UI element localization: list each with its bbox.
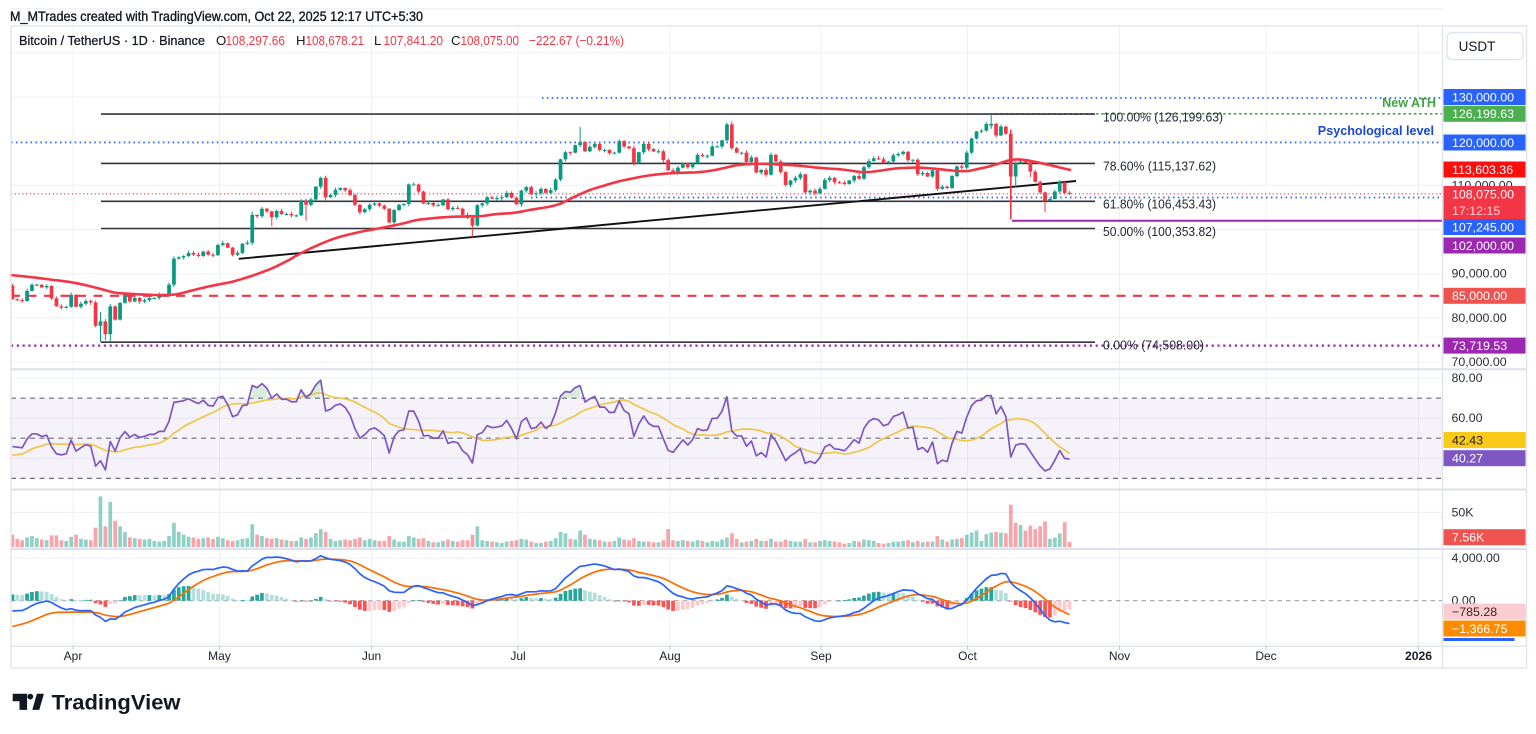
svg-text:108,678.21: 108,678.21	[306, 33, 365, 48]
svg-text:60.00: 60.00	[1452, 411, 1483, 425]
svg-text:42.43: 42.43	[1452, 433, 1483, 447]
svg-text:Oct: Oct	[958, 649, 977, 663]
svg-text:Jun: Jun	[362, 649, 381, 663]
svg-text:80,000.00: 80,000.00	[1452, 311, 1507, 325]
svg-text:4,000.00: 4,000.00	[1452, 551, 1500, 565]
svg-text:100.00% (126,199.63): 100.00% (126,199.63)	[1103, 109, 1223, 124]
svg-text:TradingView: TradingView	[52, 690, 181, 714]
svg-text:90,000.00: 90,000.00	[1452, 267, 1507, 281]
svg-text:50.00% (100,353.82): 50.00% (100,353.82)	[1103, 224, 1216, 239]
svg-text:113,603.36: 113,603.36	[1452, 163, 1513, 177]
svg-text:L: L	[374, 33, 381, 48]
svg-text:17:12:15: 17:12:15	[1452, 204, 1500, 218]
svg-text:Nov: Nov	[1109, 649, 1130, 663]
svg-text:120,000.00: 120,000.00	[1452, 136, 1514, 150]
svg-text:H: H	[296, 33, 306, 48]
svg-text:Sep: Sep	[810, 649, 832, 663]
svg-text:40.27: 40.27	[1452, 452, 1483, 466]
svg-text:126,199.63: 126,199.63	[1452, 107, 1514, 121]
svg-text:May: May	[208, 649, 231, 663]
svg-text:Psychological level: Psychological level	[1318, 124, 1434, 138]
svg-text:102,000.00: 102,000.00	[1452, 239, 1514, 253]
svg-text:O: O	[216, 33, 226, 48]
svg-text:73,719.53: 73,719.53	[1452, 339, 1507, 353]
svg-text:C: C	[451, 33, 461, 48]
svg-text:108,075.00: 108,075.00	[1452, 188, 1514, 202]
svg-text:2026: 2026	[1405, 649, 1432, 663]
svg-text:108,297.66: 108,297.66	[226, 33, 286, 48]
svg-text:−1,366.75: −1,366.75	[1452, 622, 1508, 636]
svg-text:Aug: Aug	[659, 649, 680, 663]
svg-text:−222.67 (−0.21%): −222.67 (−0.21%)	[529, 33, 624, 48]
svg-text:Bitcoin / TetherUS · 1D · Bina: Bitcoin / TetherUS · 1D · Binance	[19, 33, 205, 48]
svg-text:50K: 50K	[1452, 506, 1475, 520]
svg-text:Dec: Dec	[1255, 649, 1276, 663]
svg-text:107,841.20: 107,841.20	[384, 33, 444, 48]
svg-text:61.80% (106,453.43): 61.80% (106,453.43)	[1103, 197, 1216, 212]
svg-text:85,000.00: 85,000.00	[1452, 289, 1507, 303]
svg-text:−785.28: −785.28	[1452, 605, 1497, 619]
svg-text:New ATH: New ATH	[1382, 96, 1436, 110]
svg-text:USDT: USDT	[1459, 39, 1496, 54]
svg-text:80.00: 80.00	[1452, 371, 1483, 385]
svg-text:7.56K: 7.56K	[1452, 531, 1485, 545]
svg-text:78.60% (115,137.62): 78.60% (115,137.62)	[1103, 159, 1216, 174]
svg-text:108,075.00: 108,075.00	[461, 33, 520, 48]
svg-text:107,245.00: 107,245.00	[1452, 220, 1514, 234]
svg-text:70,000.00: 70,000.00	[1452, 355, 1507, 369]
svg-text:M_MTrades created with Trading: M_MTrades created with TradingView.com, …	[10, 9, 423, 24]
svg-text:130,000.00: 130,000.00	[1452, 90, 1514, 104]
svg-text:0.00% (74,508.00): 0.00% (74,508.00)	[1103, 338, 1204, 353]
svg-text:Apr: Apr	[64, 649, 83, 663]
svg-text:Jul: Jul	[510, 649, 525, 663]
